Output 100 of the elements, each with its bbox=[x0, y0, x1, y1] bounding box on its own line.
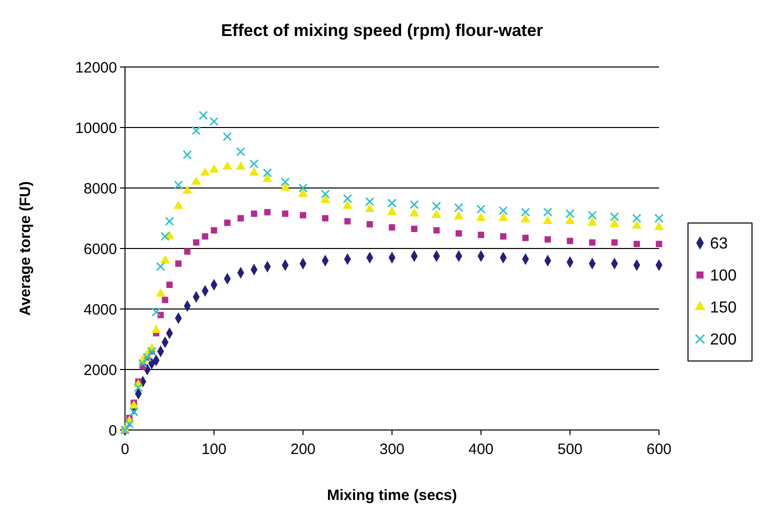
x-tick-label: 100 bbox=[201, 441, 227, 458]
point bbox=[298, 188, 308, 197]
point bbox=[409, 208, 420, 216]
point bbox=[476, 204, 486, 214]
point bbox=[262, 168, 272, 178]
point bbox=[300, 212, 306, 218]
point bbox=[365, 197, 374, 206]
point bbox=[249, 167, 259, 176]
legend-label: 150 bbox=[710, 300, 737, 317]
point bbox=[520, 214, 530, 223]
point bbox=[634, 240, 640, 248]
point bbox=[656, 240, 662, 248]
point bbox=[544, 236, 551, 243]
point bbox=[610, 212, 620, 222]
point bbox=[166, 282, 173, 288]
point bbox=[249, 159, 259, 168]
point bbox=[129, 400, 139, 409]
point bbox=[182, 150, 192, 160]
point bbox=[280, 182, 290, 191]
point bbox=[264, 209, 271, 216]
point bbox=[543, 208, 552, 217]
point bbox=[342, 200, 352, 209]
point bbox=[476, 212, 486, 222]
x-tick-label: 0 bbox=[120, 441, 130, 458]
point bbox=[632, 214, 642, 223]
point bbox=[364, 204, 375, 212]
chart-title: Effect of mixing speed (rpm) flour-water bbox=[220, 21, 544, 40]
point bbox=[433, 227, 440, 234]
point bbox=[160, 255, 170, 264]
point bbox=[520, 208, 530, 217]
point bbox=[498, 206, 508, 216]
point bbox=[566, 238, 574, 244]
point bbox=[193, 239, 200, 246]
point bbox=[478, 232, 484, 238]
point bbox=[164, 216, 174, 226]
legend-label: 100 bbox=[710, 268, 737, 285]
point bbox=[342, 194, 352, 204]
x-tick-label: 500 bbox=[557, 441, 583, 458]
point bbox=[238, 215, 244, 222]
point bbox=[209, 116, 219, 126]
point bbox=[250, 210, 258, 217]
x-tick-label: 400 bbox=[468, 441, 494, 458]
point bbox=[192, 126, 201, 136]
point bbox=[410, 200, 419, 210]
point bbox=[198, 110, 208, 120]
point bbox=[262, 173, 272, 182]
point bbox=[654, 222, 664, 230]
point bbox=[498, 212, 508, 222]
point bbox=[202, 233, 208, 240]
point bbox=[432, 210, 442, 218]
point bbox=[387, 198, 397, 208]
point bbox=[134, 383, 143, 392]
y-tick-label: 0 bbox=[108, 422, 117, 440]
point bbox=[222, 161, 232, 170]
point bbox=[156, 262, 166, 272]
point bbox=[210, 227, 218, 234]
point bbox=[182, 185, 192, 194]
point bbox=[280, 177, 290, 187]
point bbox=[191, 176, 202, 185]
y-tick-label: 6000 bbox=[84, 240, 117, 258]
point bbox=[565, 209, 575, 218]
point bbox=[320, 189, 330, 199]
point bbox=[222, 132, 232, 142]
point bbox=[654, 214, 664, 223]
point bbox=[156, 288, 166, 297]
point bbox=[589, 239, 596, 246]
point bbox=[160, 232, 170, 241]
point bbox=[411, 226, 418, 232]
point bbox=[387, 206, 397, 215]
point bbox=[282, 210, 288, 217]
point bbox=[610, 218, 620, 228]
x-axis-title: Mixing time (secs) bbox=[326, 487, 458, 504]
point bbox=[209, 164, 219, 173]
point bbox=[587, 217, 598, 226]
point bbox=[129, 407, 138, 416]
point bbox=[175, 260, 182, 267]
point bbox=[151, 324, 161, 333]
point bbox=[344, 218, 351, 224]
point bbox=[432, 202, 442, 211]
point bbox=[200, 167, 210, 176]
y-axis-title: Average torqe (FU) bbox=[17, 181, 34, 316]
point bbox=[138, 358, 148, 368]
point bbox=[174, 200, 184, 209]
point bbox=[522, 234, 529, 242]
y-tick-label: 8000 bbox=[84, 180, 117, 198]
point bbox=[320, 194, 330, 203]
x-tick-label: 300 bbox=[379, 441, 405, 458]
legend-label: 200 bbox=[710, 332, 737, 349]
point bbox=[236, 161, 246, 170]
point bbox=[456, 230, 462, 237]
point bbox=[366, 221, 373, 228]
point bbox=[454, 203, 464, 212]
point bbox=[298, 183, 308, 193]
x-tick-label: 200 bbox=[290, 441, 316, 458]
point bbox=[588, 210, 597, 220]
point bbox=[454, 211, 464, 220]
point bbox=[152, 307, 161, 317]
point bbox=[500, 233, 506, 240]
point bbox=[322, 215, 328, 222]
point bbox=[611, 239, 618, 246]
